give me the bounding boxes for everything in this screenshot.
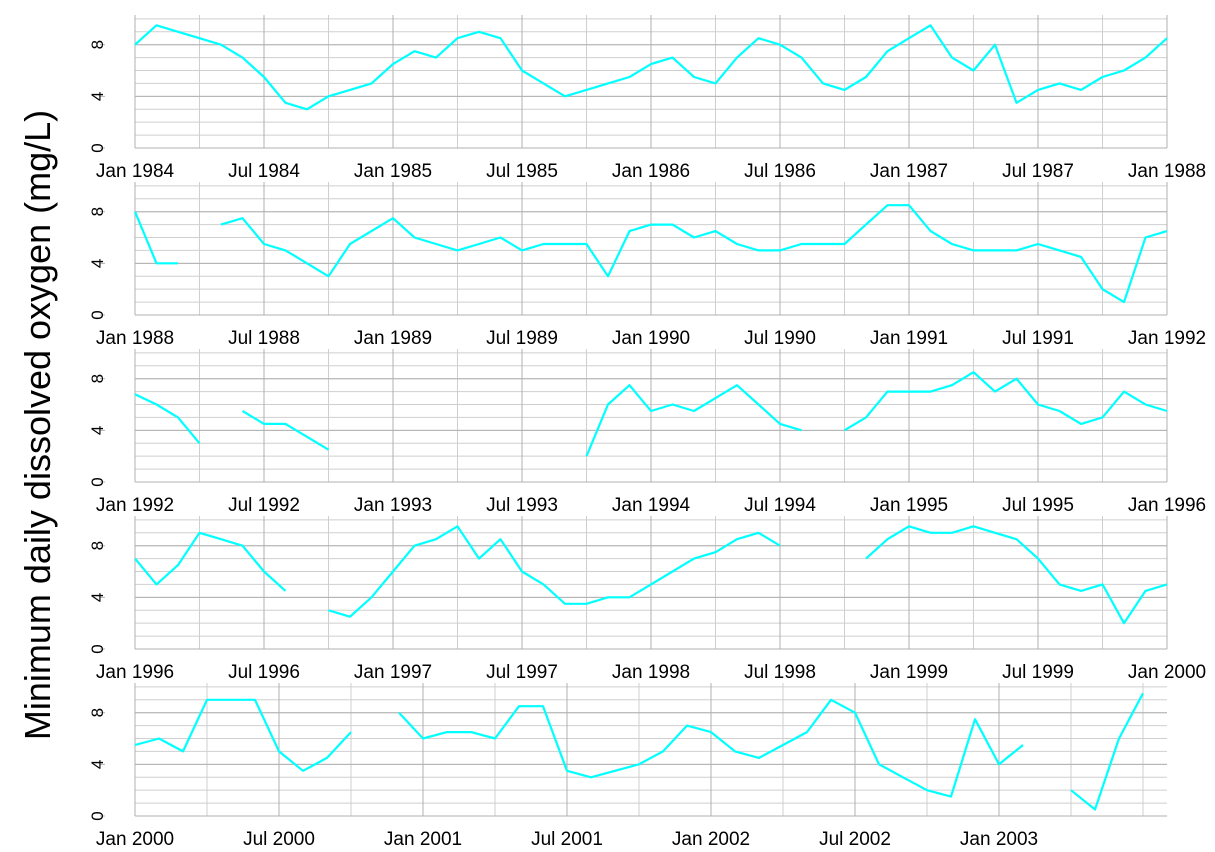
x-tick-label: Jul 1984 xyxy=(228,161,300,182)
x-tick-label: Jul 2000 xyxy=(243,829,315,850)
x-tick-label: Jan 1992 xyxy=(1128,328,1206,349)
y-tick-label: 4 xyxy=(88,259,107,268)
x-tick-label: Jul 1991 xyxy=(1002,328,1074,349)
x-tick-label: Jan 1984 xyxy=(96,161,175,182)
x-tick-label: Jul 1986 xyxy=(744,161,816,182)
x-tick-label: Jul 1985 xyxy=(486,161,558,182)
y-tick-label: 4 xyxy=(88,593,107,602)
x-tick-label: Jul 1987 xyxy=(1002,161,1074,182)
y-tick-label: 8 xyxy=(88,541,107,550)
x-tick-label: Jan 2003 xyxy=(960,829,1038,850)
x-tick-label: Jul 2001 xyxy=(531,829,603,850)
x-tick-label: Jul 1992 xyxy=(228,495,300,516)
x-tick-label: Jul 1989 xyxy=(486,328,558,349)
y-tick-label: 8 xyxy=(88,40,107,49)
x-tick-label: Jan 1997 xyxy=(354,662,432,683)
x-tick-label: Jan 1999 xyxy=(870,662,948,683)
x-tick-label: Jan 1987 xyxy=(870,161,948,182)
y-tick-label: 4 xyxy=(88,92,107,101)
x-tick-label: Jul 1990 xyxy=(744,328,816,349)
x-tick-label: Jul 1988 xyxy=(228,328,300,349)
y-tick-label: 0 xyxy=(88,477,107,486)
x-tick-label: Jan 1989 xyxy=(354,328,432,349)
x-tick-label: Jan 1993 xyxy=(354,495,432,516)
x-tick-label: Jan 1985 xyxy=(354,161,432,182)
x-tick-label: Jan 2002 xyxy=(672,829,750,850)
y-tick-label: 8 xyxy=(88,708,107,717)
x-tick-label: Jul 1994 xyxy=(744,495,816,516)
x-tick-label: Jan 1988 xyxy=(96,328,174,349)
x-tick-label: Jan 1998 xyxy=(612,662,690,683)
x-tick-label: Jul 1993 xyxy=(486,495,558,516)
x-tick-label: Jan 1995 xyxy=(870,495,948,516)
x-tick-label: Jan 1988 xyxy=(1128,161,1206,182)
x-tick-label: Jul 1998 xyxy=(744,662,816,683)
y-tick-label: 0 xyxy=(88,143,107,152)
x-tick-label: Jul 1999 xyxy=(1002,662,1074,683)
x-tick-label: Jul 2002 xyxy=(819,829,891,850)
x-tick-label: Jul 1995 xyxy=(1002,495,1074,516)
y-tick-label: 4 xyxy=(88,426,107,435)
x-tick-label: Jan 1986 xyxy=(612,161,690,182)
x-tick-label: Jan 1992 xyxy=(96,495,174,516)
x-tick-label: Jan 1996 xyxy=(1128,495,1206,516)
x-tick-label: Jul 1996 xyxy=(228,662,300,683)
x-tick-label: Jan 2001 xyxy=(384,829,462,850)
y-axis-label: Minimum daily dissolved oxygen (mg/L) xyxy=(17,110,58,740)
y-tick-label: 0 xyxy=(88,644,107,653)
x-tick-label: Jan 1991 xyxy=(870,328,948,349)
x-tick-label: Jan 1996 xyxy=(96,662,174,683)
y-tick-label: 8 xyxy=(88,207,107,216)
y-tick-label: 4 xyxy=(88,760,107,769)
data-line xyxy=(134,692,1144,811)
data-line xyxy=(134,24,1168,111)
y-tick-label: 0 xyxy=(88,811,107,820)
x-tick-label: Jan 2000 xyxy=(1128,662,1206,683)
x-tick-label: Jul 1997 xyxy=(486,662,558,683)
y-tick-label: 0 xyxy=(88,310,107,319)
y-tick-label: 8 xyxy=(88,374,107,383)
x-tick-label: Jan 2000 xyxy=(96,829,174,850)
data-line xyxy=(134,371,1168,457)
data-line xyxy=(134,525,1168,625)
x-tick-label: Jan 1990 xyxy=(612,328,690,349)
data-line xyxy=(133,204,1168,304)
x-tick-label: Jan 1994 xyxy=(612,495,691,516)
